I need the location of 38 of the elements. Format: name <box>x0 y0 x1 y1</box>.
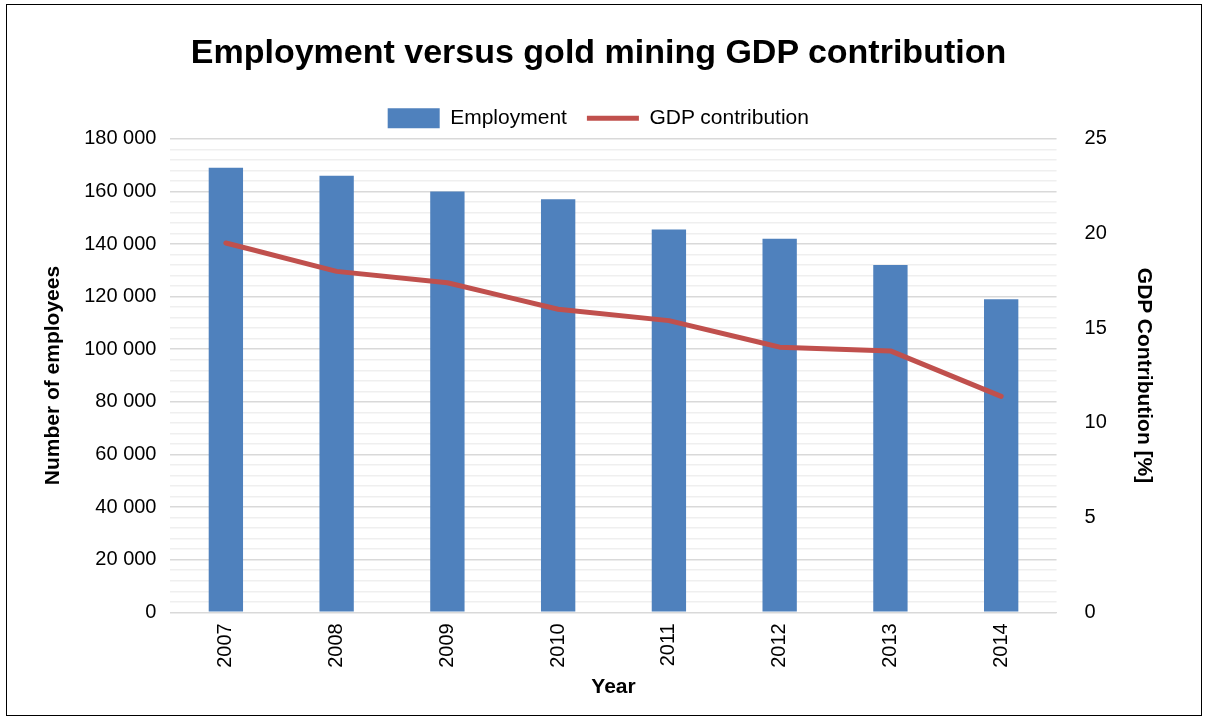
x-tick-label: 2013 <box>877 623 900 668</box>
y2-tick-label: 20 <box>1084 221 1107 244</box>
x-tick-label: 2011 <box>656 623 679 667</box>
bar <box>319 175 354 612</box>
y-tick-label: 120 000 <box>84 284 157 307</box>
y2-axis-title: GDP Contribution [%] <box>1133 267 1157 484</box>
bar <box>651 229 687 612</box>
bar <box>430 191 465 612</box>
y-tick-label: 140 000 <box>84 231 157 254</box>
x-axis-title: Year <box>591 674 636 698</box>
y-tick-label: 80 000 <box>95 389 157 412</box>
x-tick-label: 2007 <box>213 623 236 668</box>
y-axis-title: Number of employees <box>40 265 64 486</box>
bar <box>762 238 797 612</box>
legend-label: Employment <box>450 105 568 129</box>
y2-tick-label: 0 <box>1084 599 1096 622</box>
x-tick-label: 2008 <box>324 623 347 668</box>
x-tick-label: 2010 <box>545 623 568 668</box>
y-tick-label: 20 000 <box>95 547 157 570</box>
y2-tick-label: 10 <box>1084 410 1107 433</box>
y-tick-label: 160 000 <box>84 178 157 201</box>
y2-tick-label: 5 <box>1084 505 1096 528</box>
y-tick-label: 100 000 <box>84 336 157 359</box>
y-tick-label: 180 000 <box>84 126 157 149</box>
bar <box>540 199 576 612</box>
legend-label: GDP contribution <box>649 105 809 129</box>
bar <box>984 299 1019 612</box>
y2-tick-label: 25 <box>1084 126 1107 149</box>
y-tick-label: 60 000 <box>95 441 157 464</box>
chart-title: Employment versus gold mining GDP contribution <box>190 31 1007 70</box>
x-tick-label: 2014 <box>988 623 1011 668</box>
bar <box>208 167 244 612</box>
x-tick-label: 2012 <box>767 623 790 668</box>
y-tick-label: 40 000 <box>95 494 157 517</box>
y2-tick-label: 15 <box>1084 315 1107 338</box>
y-tick-label: 0 <box>145 599 157 622</box>
bar <box>873 265 908 612</box>
x-tick-label: 2009 <box>434 623 457 668</box>
